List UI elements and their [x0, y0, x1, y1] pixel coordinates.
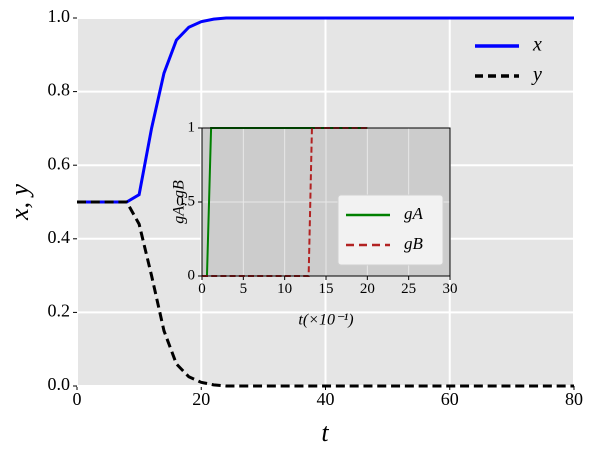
x-tick-label: 30	[443, 281, 458, 297]
x-tick-label: 60	[441, 389, 459, 409]
y-tick-label: 0.6	[48, 153, 71, 173]
x-tick-label: 25	[401, 281, 416, 297]
x-tick-label: 10	[277, 281, 292, 297]
x-tick-label: 0	[198, 281, 206, 297]
series-line	[77, 16, 574, 204]
x-tick-label: 5	[240, 281, 248, 297]
series-line	[77, 200, 574, 388]
x-tick-label: 0	[73, 389, 82, 409]
x-tick-label: 20	[192, 389, 210, 409]
x-axis-label: t	[321, 418, 329, 447]
x-tick-label: 15	[319, 281, 334, 297]
y-axis-label: gA, gB	[171, 180, 188, 224]
legend-label: gB	[404, 234, 424, 253]
y-tick-label: 1.0	[48, 6, 71, 26]
legend-label: gA	[404, 204, 424, 223]
legend-label: x	[532, 34, 542, 56]
legend-label: y	[531, 64, 542, 86]
x-tick-label: 20	[360, 281, 375, 297]
y-tick-label: 0.0	[48, 374, 71, 394]
y-tick-label: 1	[188, 119, 196, 135]
legend-box	[337, 194, 444, 266]
y-tick-label: 0.8	[48, 80, 71, 100]
x-axis-label: t(×10⁻¹)	[298, 312, 353, 329]
x-tick-label: 40	[317, 389, 335, 409]
y-axis-label: x, y	[5, 184, 34, 222]
y-tick-label: 0	[188, 267, 196, 283]
x-tick-label: 80	[565, 389, 583, 409]
y-tick-label: 0.5	[176, 193, 195, 209]
plot-frame	[201, 127, 451, 277]
y-tick-label: 0.2	[48, 301, 71, 321]
y-tick-label: 0.4	[48, 227, 71, 247]
